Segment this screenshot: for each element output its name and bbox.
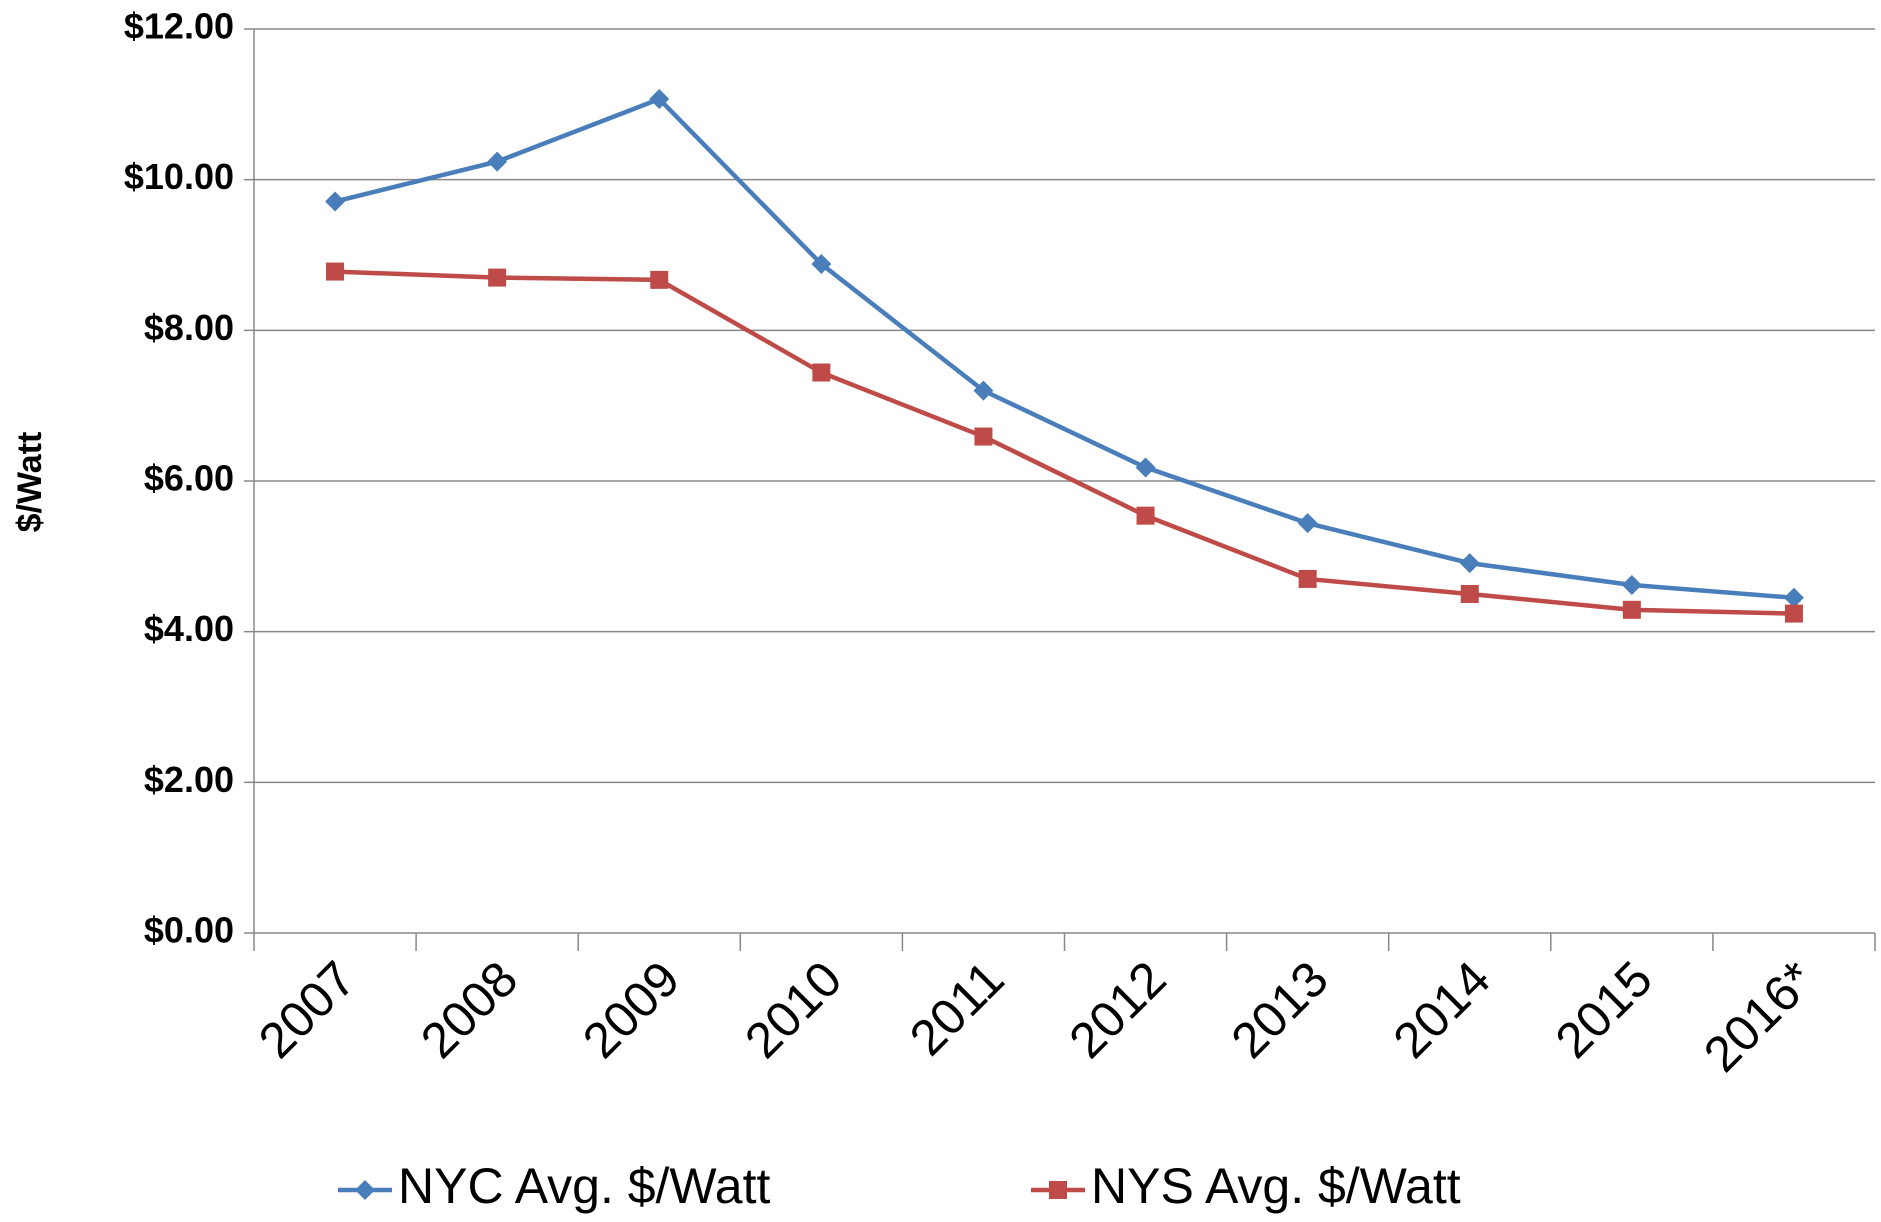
x-tick-label: 2013 — [1221, 951, 1339, 1069]
x-tick-label: 2015 — [1545, 951, 1663, 1069]
y-tick-label: $6.00 — [144, 458, 234, 499]
marker — [1783, 587, 1804, 608]
legend-label: NYS Avg. $/Watt — [1091, 1158, 1461, 1214]
y-tick-label: $10.00 — [124, 156, 234, 197]
series-line — [334, 269, 1795, 616]
marker — [1622, 600, 1641, 619]
marker — [325, 191, 346, 212]
marker — [1298, 569, 1317, 588]
marker — [326, 262, 345, 281]
marker — [1136, 506, 1155, 525]
x-tick-label: 2008 — [410, 951, 528, 1069]
marker — [487, 151, 508, 172]
x-tick-label: 2007 — [248, 951, 366, 1069]
marker — [1460, 585, 1479, 603]
marker — [1049, 1181, 1067, 1199]
marker — [1784, 604, 1803, 623]
marker — [1621, 574, 1642, 595]
marker — [1297, 513, 1318, 534]
y-tick-label: $0.00 — [144, 910, 234, 951]
x-tick-label: 2011 — [899, 951, 1015, 1067]
y-tick-label: $2.00 — [144, 759, 234, 800]
x-tick-label: 2016* — [1693, 951, 1825, 1083]
marker — [811, 254, 832, 275]
x-tick-label: 2014 — [1383, 951, 1501, 1069]
y-tick-label: $4.00 — [144, 608, 234, 649]
legend-label: NYC Avg. $/Watt — [398, 1158, 770, 1214]
y-tick-label: $8.00 — [144, 307, 234, 348]
series-line — [334, 96, 1795, 601]
marker — [649, 89, 670, 110]
x-tick-label: 2009 — [572, 951, 690, 1069]
x-tick-label: 2010 — [734, 951, 852, 1069]
y-tick-label: $12.00 — [124, 6, 234, 47]
y-axis-title: $/Watt — [11, 432, 49, 533]
marker — [1135, 457, 1156, 478]
x-tick-label: 2012 — [1058, 951, 1176, 1069]
marker — [1459, 553, 1480, 574]
marker — [812, 363, 831, 382]
marker — [650, 270, 669, 289]
marker — [488, 268, 507, 287]
marker — [355, 1180, 375, 1200]
marker — [973, 380, 994, 401]
marker — [974, 427, 993, 446]
